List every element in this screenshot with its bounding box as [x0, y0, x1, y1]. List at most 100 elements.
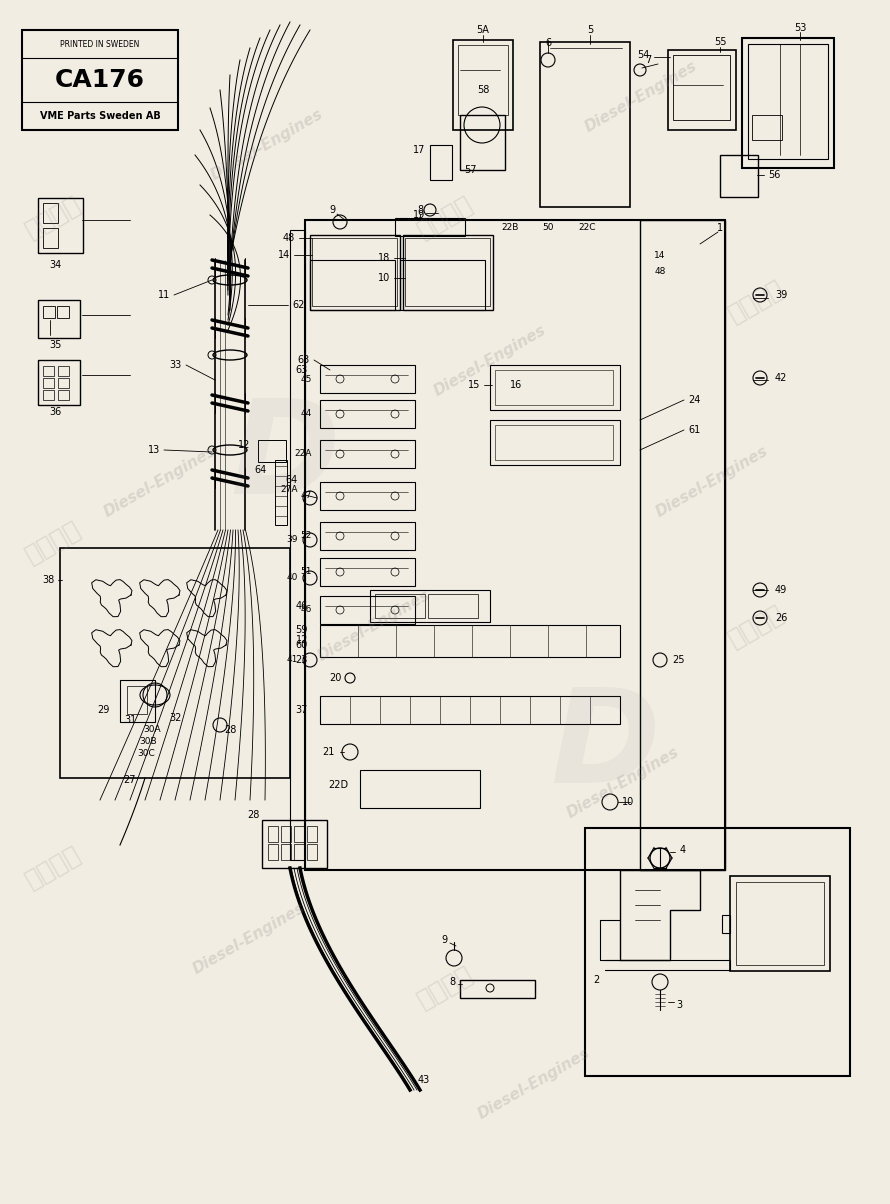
Text: 2: 2	[594, 975, 600, 985]
Text: 27: 27	[124, 775, 136, 785]
Bar	[57, 306, 69, 318]
Bar	[395, 218, 465, 236]
Text: 15: 15	[467, 380, 480, 390]
Text: 46: 46	[301, 606, 312, 614]
Text: 28: 28	[223, 725, 236, 734]
Text: 63: 63	[298, 355, 310, 365]
Text: 25: 25	[672, 655, 684, 665]
Text: 紫发动力: 紫发动力	[724, 276, 789, 326]
Text: 10: 10	[622, 797, 635, 807]
Text: Diesel-Engines: Diesel-Engines	[101, 443, 219, 520]
Text: 64: 64	[286, 476, 298, 485]
Bar	[305, 220, 725, 870]
Bar	[495, 370, 613, 405]
Text: 28: 28	[247, 810, 260, 820]
Text: 14: 14	[278, 250, 290, 260]
Text: 32: 32	[170, 713, 182, 722]
Text: 60: 60	[295, 641, 308, 650]
Bar	[400, 260, 485, 309]
Bar	[460, 116, 505, 170]
Bar	[310, 260, 395, 309]
Text: 1: 1	[717, 223, 723, 234]
Text: 6: 6	[545, 39, 551, 48]
Bar	[730, 877, 830, 970]
Bar	[320, 439, 415, 468]
Text: 23: 23	[295, 655, 308, 665]
Text: 紫发动力: 紫发动力	[413, 962, 477, 1013]
Bar	[43, 378, 54, 388]
Text: 57: 57	[464, 165, 476, 175]
Text: 22D: 22D	[328, 780, 348, 790]
Text: 41: 41	[287, 655, 298, 665]
Text: 11: 11	[158, 290, 170, 300]
Bar	[307, 844, 317, 860]
Bar	[540, 42, 630, 207]
Text: 16: 16	[510, 380, 522, 390]
Text: 36: 36	[49, 407, 61, 417]
Text: 5A: 5A	[476, 25, 490, 35]
Bar	[722, 915, 730, 933]
Text: 14: 14	[654, 252, 666, 260]
Text: 8: 8	[417, 205, 423, 216]
Text: Diesel-Engines: Diesel-Engines	[208, 106, 326, 183]
Text: 49: 49	[775, 585, 788, 595]
Bar	[460, 980, 535, 998]
Text: 20: 20	[329, 673, 342, 683]
Text: 17: 17	[413, 144, 425, 155]
Text: 紫发动力: 紫发动力	[724, 601, 789, 651]
Bar	[43, 306, 55, 318]
Text: 22B: 22B	[501, 224, 519, 232]
Bar	[307, 826, 317, 842]
Text: 47: 47	[301, 491, 312, 501]
Text: 12: 12	[238, 439, 250, 450]
Text: 4: 4	[680, 845, 686, 855]
Text: 13: 13	[148, 445, 160, 455]
Bar	[310, 235, 400, 309]
Bar	[320, 482, 415, 510]
Text: 43: 43	[418, 1075, 430, 1085]
Bar	[268, 826, 278, 842]
Bar	[403, 235, 493, 309]
Text: 7: 7	[645, 55, 651, 65]
Bar	[60, 548, 290, 778]
Text: 53: 53	[794, 23, 806, 33]
Bar	[453, 40, 513, 130]
Text: Diesel-Engines: Diesel-Engines	[653, 443, 771, 520]
Text: 紫发动力: 紫发动力	[21, 517, 85, 567]
Text: 21: 21	[323, 746, 335, 757]
Bar	[495, 425, 613, 460]
Bar	[320, 365, 415, 393]
Text: 22A: 22A	[295, 449, 312, 459]
Bar	[43, 390, 54, 400]
Text: 58: 58	[477, 85, 490, 95]
Text: 33: 33	[170, 360, 182, 370]
Text: 27A: 27A	[280, 485, 298, 495]
Bar	[490, 420, 620, 465]
Bar	[668, 51, 736, 130]
Bar	[258, 439, 286, 462]
Bar	[640, 220, 725, 870]
Text: 12: 12	[295, 635, 308, 645]
Bar	[736, 883, 824, 964]
Text: 48: 48	[283, 234, 295, 243]
Bar	[43, 203, 58, 223]
Bar	[748, 45, 828, 159]
Text: 46: 46	[295, 601, 308, 610]
Bar	[43, 366, 54, 376]
Text: 64: 64	[255, 465, 267, 476]
Text: 55: 55	[714, 37, 726, 47]
Bar	[58, 366, 69, 376]
Bar	[281, 844, 291, 860]
Bar	[294, 826, 304, 842]
Text: VME Parts Sweden AB: VME Parts Sweden AB	[40, 111, 160, 122]
Text: 3: 3	[676, 1001, 682, 1010]
Text: 56: 56	[768, 170, 781, 181]
Text: 37: 37	[295, 706, 308, 715]
Text: 紫发动力: 紫发动力	[21, 842, 85, 892]
Text: CA176: CA176	[55, 69, 145, 92]
Text: 38: 38	[43, 576, 55, 585]
Bar	[458, 45, 508, 116]
Bar	[375, 594, 425, 618]
Text: 9: 9	[329, 205, 335, 216]
Text: PRINTED IN SWEDEN: PRINTED IN SWEDEN	[61, 40, 140, 48]
